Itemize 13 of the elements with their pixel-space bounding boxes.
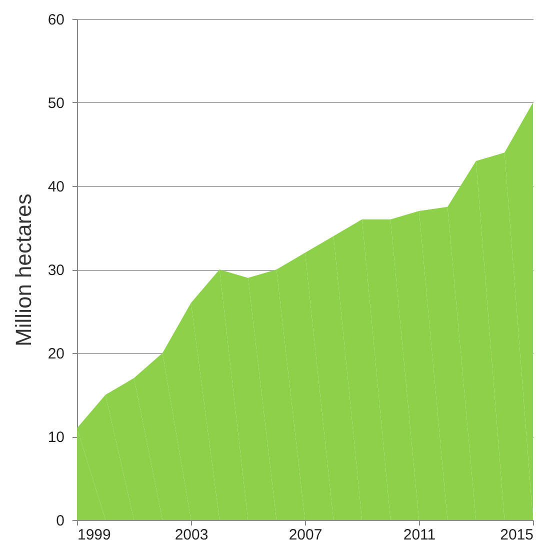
x-tick-label: 1999 [78, 526, 111, 544]
y-tick-label: 20 [48, 346, 64, 362]
y-tick-label: 50 [48, 95, 64, 112]
y-tick-label: 10 [48, 429, 64, 446]
x-tick-label: 2011 [403, 526, 436, 544]
x-tick-label: 2007 [288, 526, 322, 544]
y-tick-label: 40 [48, 178, 64, 196]
y-tick-label: 0 [56, 512, 64, 530]
x-tick-label: 2015 [500, 526, 534, 544]
x-tick-label: 2003 [174, 526, 208, 544]
y-tick-label: 30 [48, 262, 64, 279]
y-axis-title: Million hectares [10, 194, 36, 346]
y-tick-label: 60 [48, 12, 64, 28]
